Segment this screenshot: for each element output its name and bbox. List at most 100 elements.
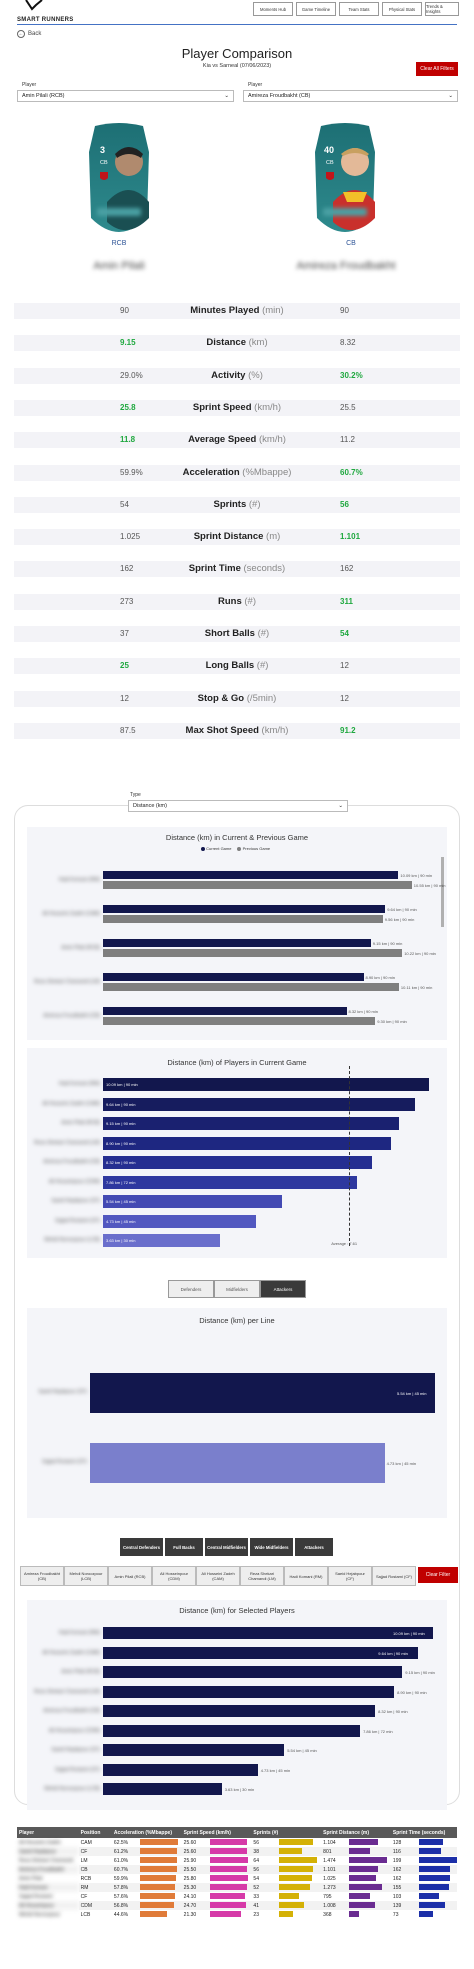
player-filter-button[interactable]: Ali Hosseinpour (CDM) <box>152 1566 196 1586</box>
cell-bar <box>349 1884 382 1891</box>
nav-physical-stats[interactable]: Physical Stats <box>382 2 422 16</box>
cell-sd: 1.101 <box>321 1865 391 1874</box>
cell-bar <box>418 1875 450 1882</box>
type-dropdown[interactable]: Distance (km) ⌄ <box>128 800 348 812</box>
cell-bar <box>209 1857 248 1864</box>
chart4-bar[interactable] <box>103 1627 433 1639</box>
table-row[interactable]: Amireza Froudbakht CB 60.7% 25.50 56 1.101 16… <box>17 1865 457 1874</box>
player-filter-button[interactable]: Ali Hosseini Zadeh (CAM) <box>196 1566 240 1586</box>
th-position[interactable]: Position <box>78 1827 112 1838</box>
group-button[interactable]: Central Midfielders <box>204 1537 249 1557</box>
table-row[interactable]: Sajjad Rostami CF 57.6% 24.10 33 795 103 <box>17 1892 457 1901</box>
club-badge-icon <box>100 172 108 180</box>
left-position-label: RCB <box>111 240 127 247</box>
stat-right-value: 8.32 <box>340 338 356 348</box>
nav-trends-insights[interactable]: Trends & Insights <box>425 2 459 16</box>
chart4-bar[interactable] <box>103 1646 419 1659</box>
right-player-dropdown[interactable]: Amireza Froudbakht (CB) ⌄ <box>243 90 458 102</box>
chart1-bar-current[interactable] <box>103 973 364 981</box>
chart2-bar[interactable] <box>103 1117 399 1130</box>
nav-game-timeline[interactable]: Game Timeline <box>296 2 336 16</box>
chevron-down-icon: ⌄ <box>224 93 229 99</box>
chart1-bar-previous[interactable] <box>103 983 399 991</box>
chart1-bar-previous[interactable] <box>103 1017 376 1025</box>
chart1-bar-previous[interactable] <box>103 915 383 923</box>
chart4-bar[interactable] <box>103 1763 258 1776</box>
chart1-bar-previous[interactable] <box>103 949 403 957</box>
chart2-bar[interactable] <box>103 1156 373 1169</box>
th-player[interactable]: Player <box>17 1827 79 1838</box>
group-button[interactable]: Wide Midfielders <box>249 1537 294 1557</box>
chart2-bar[interactable] <box>103 1175 358 1189</box>
clear-all-filters-button[interactable]: Clear All Filters <box>416 62 458 76</box>
table-row[interactable]: Reza Shekari Chamandi LM 61.0% 25.90 64 1.47… <box>17 1856 457 1865</box>
chart1-bar-current[interactable] <box>103 905 386 913</box>
player-filter-button[interactable]: Mehdi Noroozpour (LCB) <box>64 1566 108 1586</box>
player-filter-button[interactable]: Amireza Froudbakht (CB) <box>20 1566 64 1586</box>
cell-acc: 61.2% <box>111 1847 182 1856</box>
player-filter-button[interactable]: Amin Pilali (RCB) <box>108 1566 152 1586</box>
cell-bar <box>139 1884 176 1891</box>
player-filter-button[interactable]: Reza Shekari Chamandi (LM) <box>240 1566 284 1586</box>
th-sprints[interactable]: Sprints (#) <box>251 1827 322 1838</box>
chart4-bar[interactable] <box>103 1783 222 1795</box>
table-row[interactable]: Hadi Komani RM 57.8% 25.30 52 1.273 155 <box>17 1883 457 1892</box>
cell-sd: 801 <box>321 1847 391 1856</box>
chart4-bar[interactable] <box>103 1705 376 1717</box>
chart2-bar[interactable] <box>103 1078 430 1091</box>
chart1-bar-previous[interactable] <box>103 881 412 889</box>
player-filter-button[interactable]: Hadi Komani (RM) <box>284 1566 328 1586</box>
chart4-title: Distance (km) for Selected Players <box>179 1606 295 1615</box>
chart-current-game: Distance (km) of Players in Current Game… <box>27 1048 447 1258</box>
chart4-bar[interactable] <box>103 1685 395 1698</box>
table-row[interactable]: Ali Hosseini Zadeh CAM 62.5% 25.60 56 1.104 1… <box>17 1838 457 1847</box>
chart1-bar-current[interactable] <box>103 871 399 879</box>
chart2-bar[interactable] <box>103 1136 391 1150</box>
chart2-bar-label: 5.54 km | 45 min <box>106 1199 136 1204</box>
chart1-bar-current[interactable] <box>103 1007 347 1015</box>
chart4-bar[interactable] <box>103 1666 403 1678</box>
chart2-bar[interactable] <box>103 1214 256 1228</box>
table-row[interactable]: Saeid Hejabpour CF 61.2% 25.60 38 801 116 <box>17 1847 457 1856</box>
cell-bar <box>209 1902 246 1909</box>
line-button-defenders[interactable]: Defenders <box>168 1280 214 1298</box>
right-player-value: Amireza Froudbakht (CB) <box>248 93 311 99</box>
chart3-bar[interactable] <box>90 1443 385 1483</box>
chart4-category-label: Saeid Hejabpour (CF) <box>51 1747 100 1753</box>
left-player-dropdown[interactable]: Amin Pilali (RCB) ⌄ <box>17 90 234 102</box>
chart3-bar[interactable] <box>90 1373 435 1413</box>
chart1-title: Distance (km) in Current & Previous Game <box>165 833 309 842</box>
chart4-bar[interactable] <box>103 1724 361 1737</box>
stat-label: Stop & Go (/5min) <box>197 692 277 704</box>
nav-team-stats[interactable]: Team Stats <box>339 2 379 16</box>
stat-right-value: 90 <box>340 306 349 315</box>
table-row[interactable]: Mehdi Noroozpour LCB 44.6% 21.30 23 368 73 <box>17 1910 457 1919</box>
player-filter-button[interactable]: Saeid Hejabpour (CF) <box>328 1566 372 1586</box>
th-sprint-time[interactable]: Sprint Time (seconds) <box>390 1827 457 1838</box>
chart1-bar-current[interactable] <box>103 939 371 947</box>
nav-moments-hub[interactable]: Moments Hub <box>253 2 293 16</box>
clear-filter-button[interactable]: Clear Filter <box>418 1567 458 1583</box>
chart2-bar[interactable] <box>103 1234 221 1247</box>
table-row[interactable]: Ali Hosseinpour CDM 56.8% 24.70 41 1.008 139 <box>17 1901 457 1910</box>
cell-position: CF <box>80 1893 88 1900</box>
player-filter-button[interactable]: Sajjad Rostami (CF) <box>372 1566 416 1586</box>
chart1-scrollbar[interactable] <box>441 857 444 927</box>
group-button[interactable]: Full Backs <box>164 1537 204 1557</box>
chart2-bar[interactable] <box>103 1097 415 1111</box>
stat-right-value: 1.101 <box>340 532 361 542</box>
stat-label: Max Shot Speed (km/h) <box>185 724 289 736</box>
line-button-midfielders[interactable]: Midfielders <box>214 1280 260 1298</box>
chart2-bar-label: 7.86 km | 72 min <box>106 1179 136 1185</box>
back-button[interactable]: ← Back <box>17 30 41 38</box>
th-sprint-speed[interactable]: Sprint Speed (km/h) <box>181 1827 252 1838</box>
line-button-attackers[interactable]: Attackers <box>260 1280 306 1298</box>
th-sprint-distance[interactable]: Sprint Distance (m) <box>321 1827 391 1838</box>
chart2-bar[interactable] <box>103 1195 283 1208</box>
table-row[interactable]: Amin Pilali RCB 59.9% 25.80 54 1.025 162 <box>17 1874 457 1883</box>
th-acceleration[interactable]: Acceleration (%Mbappe) <box>111 1827 182 1838</box>
right-card-position: CB <box>326 160 334 166</box>
group-button[interactable]: Central Defenders <box>119 1537 164 1557</box>
chart4-bar[interactable] <box>103 1744 285 1756</box>
group-button[interactable]: Attackers <box>294 1537 334 1557</box>
